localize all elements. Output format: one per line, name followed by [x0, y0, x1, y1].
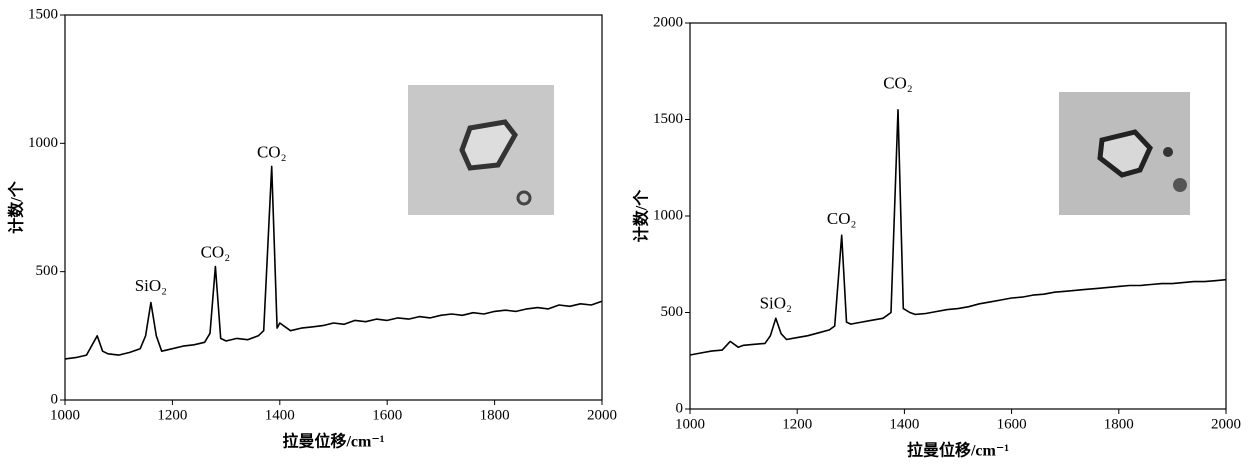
y-tick-label: 1500	[653, 111, 683, 127]
y-tick-label: 0	[51, 391, 59, 407]
x-tick-label: 1200	[157, 407, 187, 423]
inset-photo	[408, 85, 554, 215]
x-tick-label: 1200	[782, 416, 812, 432]
x-tick-label: 1600	[997, 416, 1027, 432]
inset-photo	[1059, 92, 1190, 215]
x-tick-label: 1400	[889, 416, 919, 432]
x-tick-label: 1600	[372, 407, 402, 423]
y-tick-label: 2000	[653, 14, 683, 30]
x-tick-label: 1800	[480, 407, 510, 423]
x-axis-label: 拉曼位移/cm⁻¹	[907, 441, 1009, 460]
x-tick-label: 2000	[587, 407, 617, 423]
y-tick-label: 1000	[653, 207, 683, 223]
x-tick-label: 2000	[1211, 416, 1241, 432]
y-tick-label: 0	[676, 400, 684, 416]
y-tick-label: 1000	[28, 135, 58, 151]
y-axis-label: 计数/个	[632, 189, 651, 242]
x-tick-label: 1400	[265, 407, 295, 423]
x-tick-label: 1000	[50, 407, 80, 423]
peak-annotation: CO₂	[257, 143, 287, 162]
peak-annotation: SiO₂	[760, 294, 792, 313]
x-axis-label: 拉曼位移/cm⁻¹	[282, 432, 384, 451]
plot-frame	[689, 22, 1227, 410]
y-axis-label: 计数/个	[7, 180, 26, 233]
y-tick-label: 500	[661, 304, 684, 320]
x-tick-label: 1800	[1104, 416, 1134, 432]
peak-annotation: CO₂	[201, 243, 231, 262]
spectrum-line	[64, 165, 603, 360]
y-tick-label: 1500	[28, 6, 58, 22]
x-tick-label: 1000	[675, 416, 705, 432]
plot-frame	[64, 14, 603, 401]
y-tick-label: 500	[36, 263, 59, 279]
peak-annotation: SiO₂	[135, 276, 167, 295]
spectrum-line	[689, 109, 1227, 356]
peak-annotation: CO₂	[883, 74, 913, 93]
peak-annotation: CO₂	[827, 209, 857, 228]
